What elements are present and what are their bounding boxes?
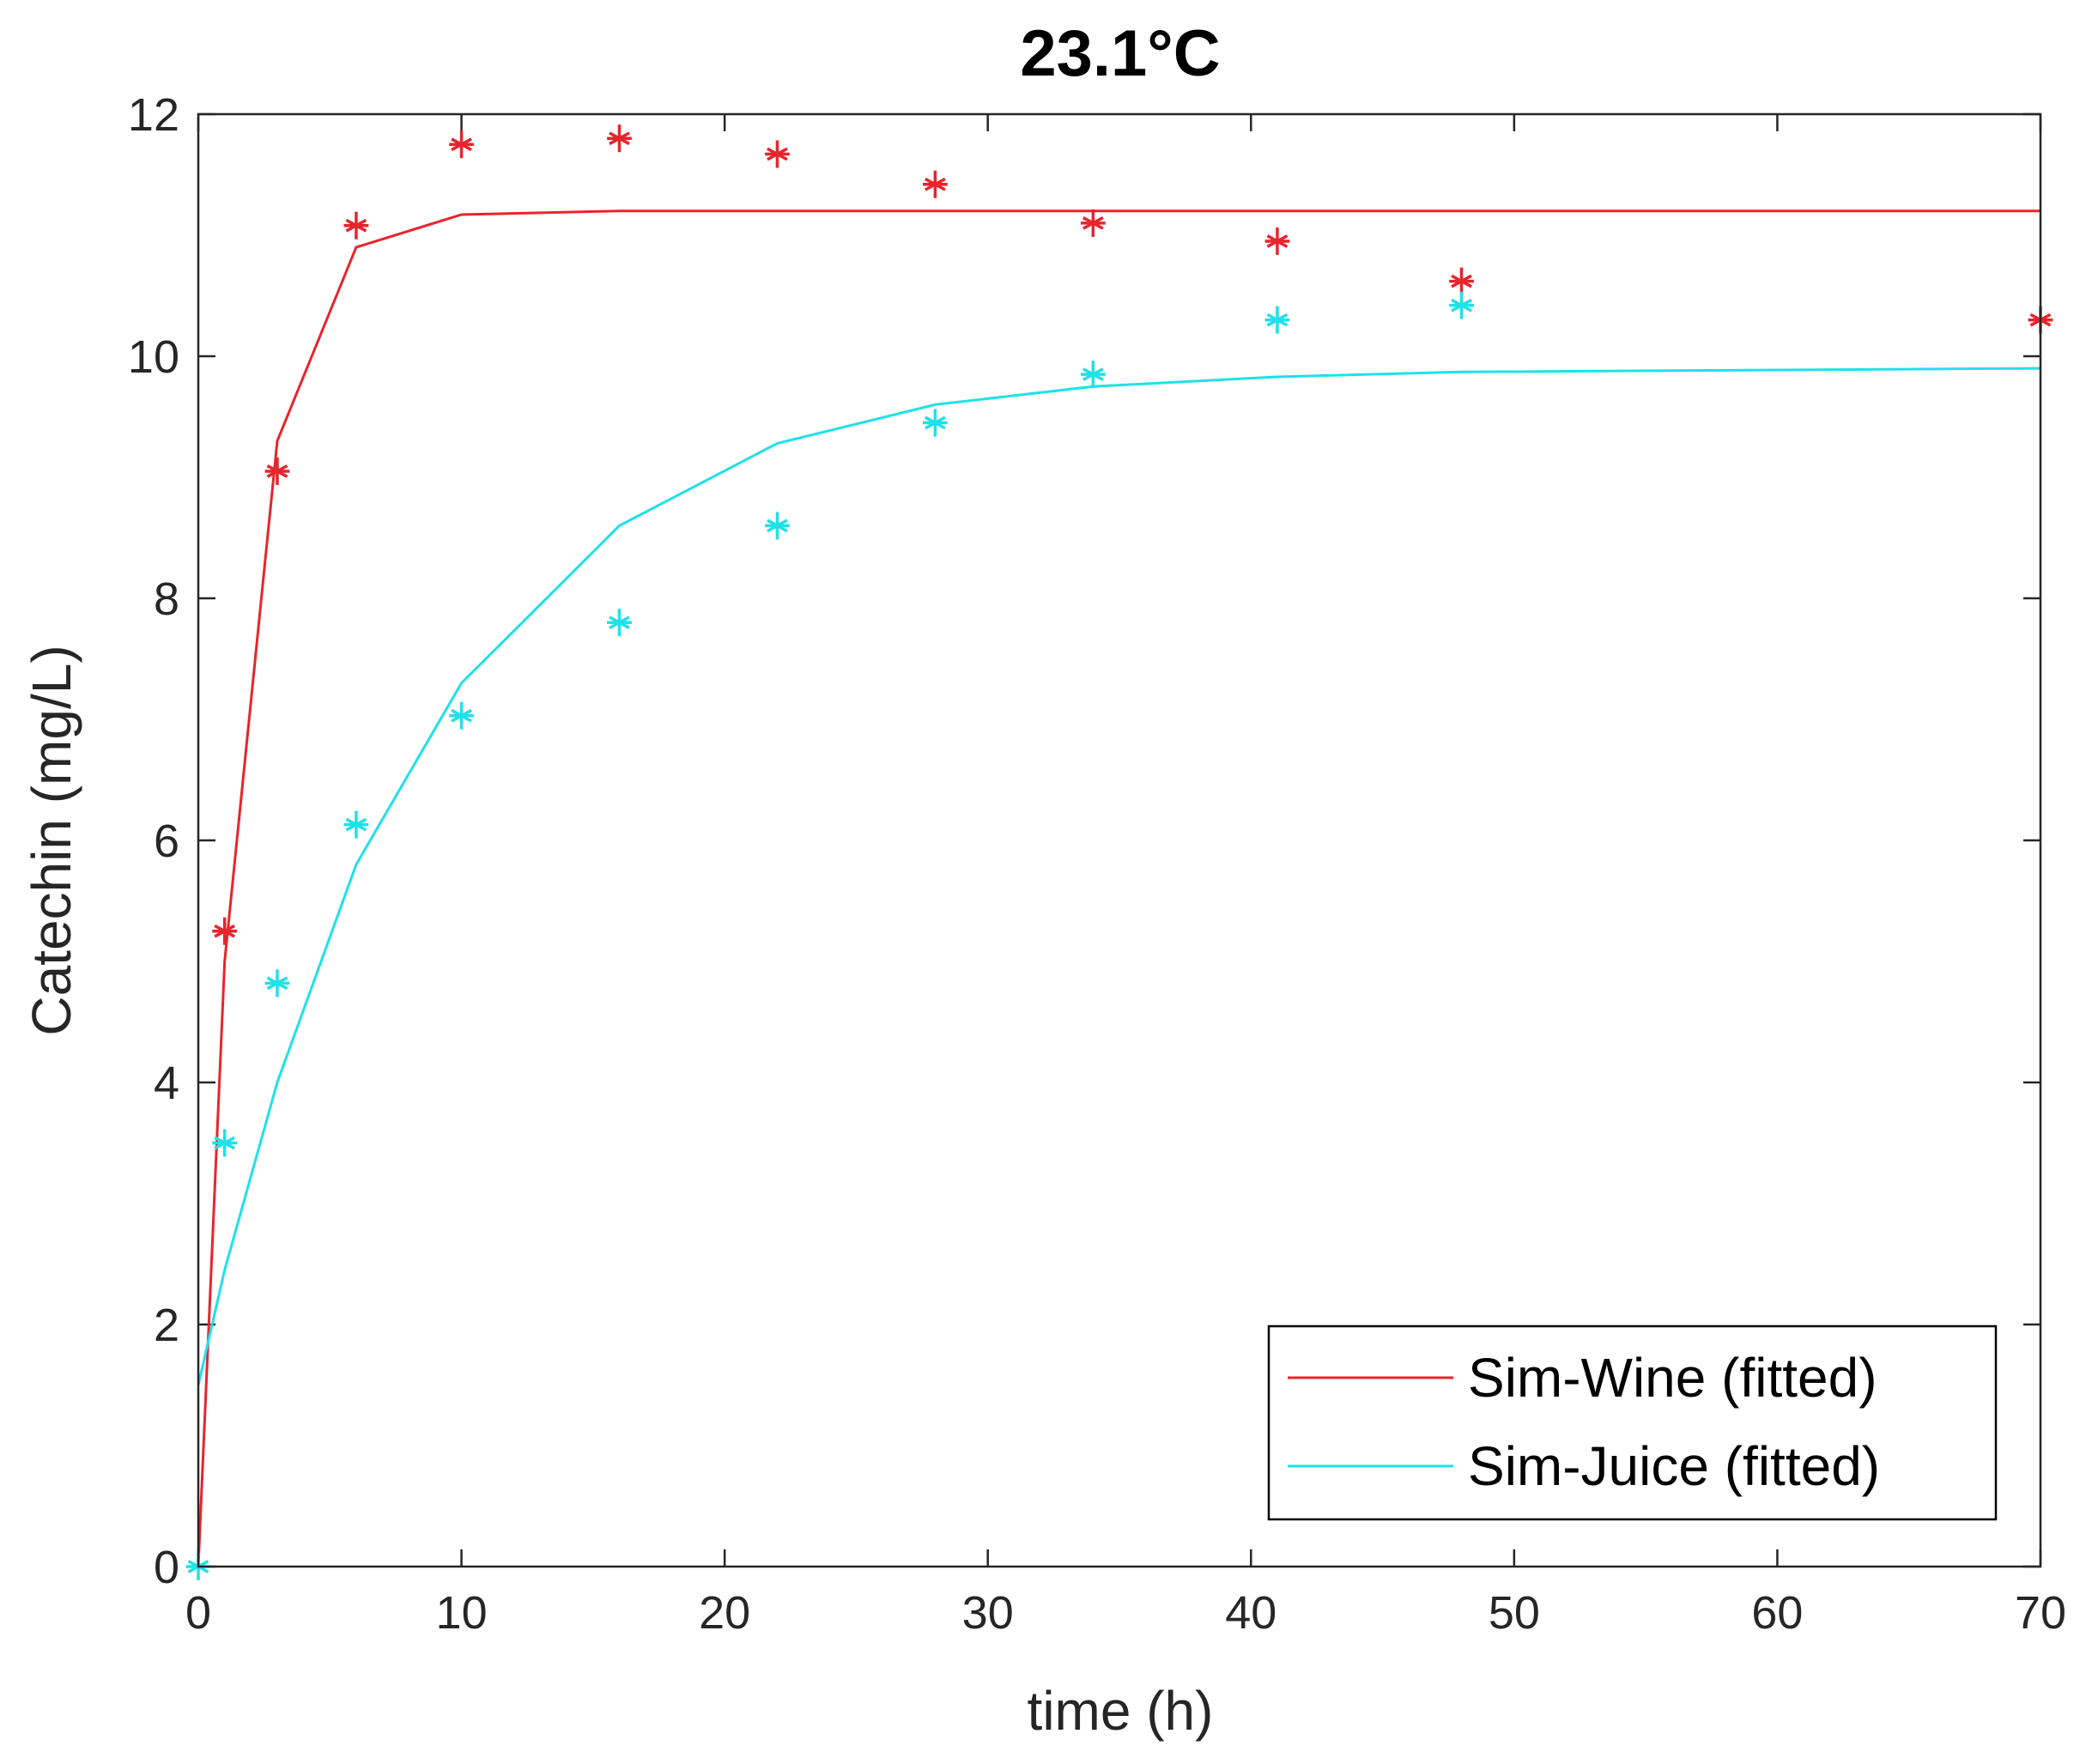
data-point-sim-juice	[1449, 291, 1474, 319]
chart-title: 23.1°C	[1020, 17, 1220, 90]
data-point-sim-juice	[212, 1129, 238, 1157]
data-point-sim-wine	[1449, 267, 1474, 295]
data-point-sim-juice	[264, 969, 290, 997]
data-point-sim-juice	[765, 512, 790, 540]
data-point-sim-wine	[765, 140, 790, 168]
plot-frame	[197, 112, 2042, 1568]
data-point-sim-wine	[923, 170, 948, 198]
x-tick-label: 70	[2015, 1587, 2066, 1639]
data-point-sim-juice	[343, 810, 369, 839]
x-tick-labels: 0 10 20 30 40 50 60 70	[185, 1587, 2066, 1639]
y-tick-labels: 0 2 4 6 8 10 12	[128, 89, 179, 1593]
data-point-sim-wine	[1264, 227, 1290, 256]
fitted-line-sim-wine	[197, 209, 2040, 1567]
data-point-sim-wine	[607, 124, 632, 153]
y-tick-label: 6	[154, 815, 179, 867]
legend: Sim-Wine (fitted) Sim-Juice (fitted)	[1267, 1325, 1998, 1521]
y-tick-label: 12	[128, 89, 179, 141]
data-point-sim-juice	[607, 609, 632, 637]
x-tick-label: 40	[1225, 1587, 1276, 1639]
data-point-sim-juice	[1264, 306, 1290, 334]
x-tick-label: 0	[185, 1587, 211, 1639]
legend-label-sim-juice: Sim-Juice (fitted)	[1468, 1435, 1880, 1497]
data-point-sim-wine	[1080, 209, 1106, 237]
data-point-sim-wine	[212, 917, 238, 945]
x-tick-label: 60	[1751, 1587, 1803, 1639]
data-point-sim-wine	[264, 457, 290, 485]
y-tick-label: 10	[128, 331, 179, 383]
y-tick-label: 8	[154, 573, 179, 625]
data-point-sim-wine	[449, 130, 474, 159]
x-axis-label: time (h)	[1028, 1680, 1214, 1742]
fitted-line-sim-juice	[197, 367, 2041, 1385]
x-tick-label: 30	[962, 1587, 1014, 1639]
y-tick-label: 4	[154, 1058, 179, 1109]
x-tick-label: 20	[699, 1587, 750, 1639]
legend-box	[1267, 1325, 1998, 1521]
data-point-sim-juice	[1080, 361, 1106, 389]
x-tick-label: 50	[1489, 1587, 1540, 1639]
data-point-sim-juice	[923, 409, 948, 437]
y-axis-label: Catechin (mg/L)	[21, 645, 82, 1035]
data-point-sim-wine	[343, 211, 369, 239]
legend-label-sim-wine: Sim-Wine (fitted)	[1468, 1347, 1877, 1409]
plot-area	[198, 114, 2040, 1567]
data-point-sim-juice	[449, 701, 474, 730]
y-tick-label: 0	[154, 1542, 179, 1593]
x-tick-label: 10	[436, 1587, 488, 1639]
y-tick-label: 2	[154, 1300, 179, 1351]
